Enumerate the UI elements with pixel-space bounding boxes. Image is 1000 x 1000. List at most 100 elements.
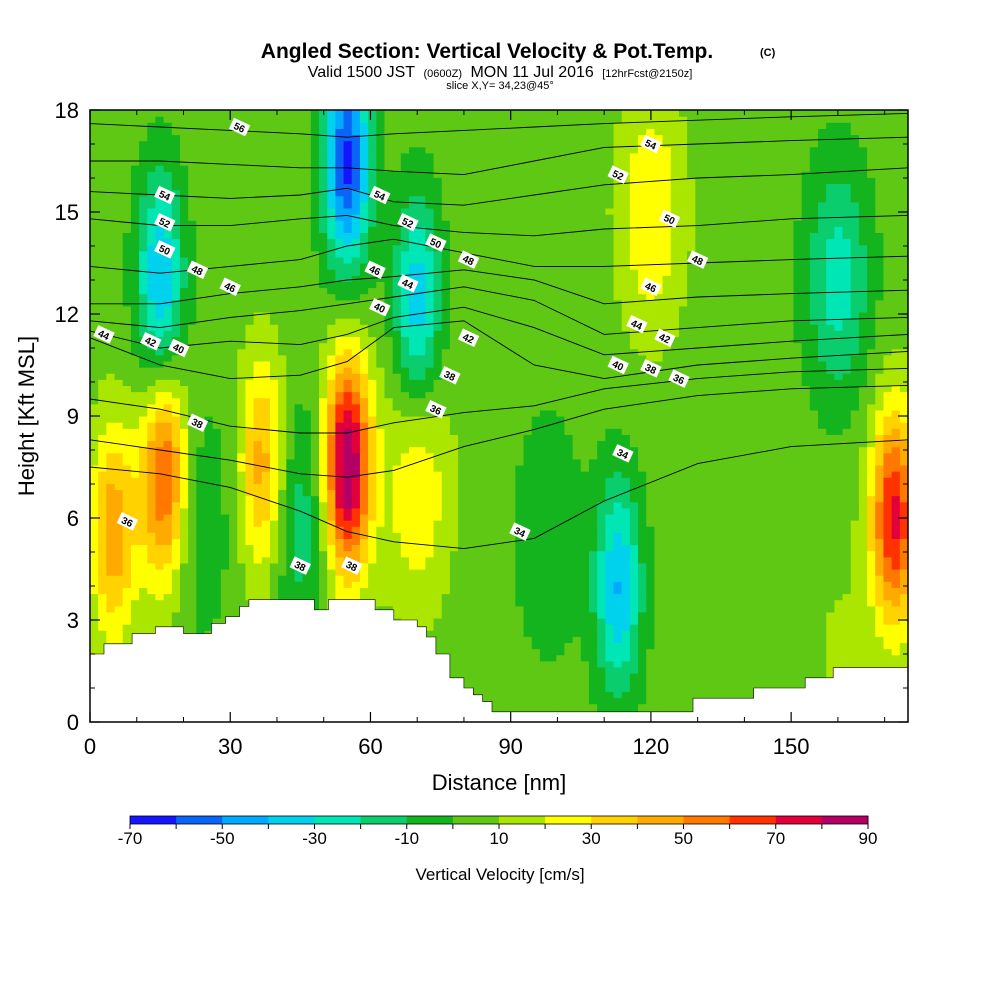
velocity-cell [98,207,107,215]
velocity-cell [458,238,467,246]
velocity-cell [474,171,484,178]
velocity-cell [310,495,320,503]
velocity-cell [384,483,394,491]
velocity-cell [269,293,279,301]
velocity-cell [179,379,189,386]
velocity-cell [204,318,214,325]
velocity-cell [368,428,377,435]
velocity-cell [466,324,476,331]
velocity-cell [392,483,402,491]
velocity-cell [458,624,467,631]
velocity-cell [400,189,410,197]
velocity-cell [294,520,304,527]
velocity-cell [147,477,157,484]
velocity-cell [409,324,418,331]
velocity-cell [392,134,402,142]
velocity-cell [417,354,426,362]
velocity-cell [327,256,336,264]
velocity-cell [204,152,214,160]
velocity-cell [359,207,369,215]
velocity-cell [253,532,263,539]
velocity-cell [335,446,345,454]
velocity-cell [237,575,247,582]
velocity-cell [335,287,345,295]
velocity-cell [376,569,386,576]
velocity-cell [441,507,451,515]
velocity-cell [229,434,238,442]
velocity-cell [474,379,484,386]
velocity-cell [114,471,124,478]
velocity-cell [106,226,116,233]
velocity-cell [269,526,279,533]
velocity-cell [310,532,320,539]
velocity-cell [474,599,484,607]
velocity-cell [466,171,476,178]
velocity-cell [392,416,402,423]
velocity-cell [220,299,230,307]
velocity-cell [130,287,140,295]
velocity-cell [171,299,181,307]
velocity-cell [302,299,312,307]
velocity-cell [294,207,304,215]
velocity-cell [98,214,107,221]
velocity-cell [376,367,386,374]
velocity-cell [245,207,255,215]
velocity-cell [188,256,197,264]
velocity-cell [220,617,230,625]
velocity-cell [212,409,222,417]
velocity-cell [253,256,263,264]
velocity-cell [335,550,345,558]
velocity-cell [229,256,238,264]
velocity-cell [376,507,386,515]
velocity-cell [139,489,148,497]
velocity-cell [392,263,402,270]
velocity-cell [482,428,492,435]
velocity-cell [155,409,165,417]
velocity-cell [278,336,287,344]
velocity-cell [155,489,165,497]
velocity-cell [384,587,394,595]
velocity-cell [335,373,345,380]
velocity-cell [139,397,148,405]
velocity-cell [139,544,148,552]
velocity-cell [114,409,124,417]
velocity-cell [425,520,435,527]
velocity-cell [368,513,377,521]
velocity-cell [425,624,435,631]
velocity-cell [482,562,492,570]
velocity-cell [98,624,107,631]
velocity-cell [220,244,230,252]
velocity-cell [261,403,271,411]
velocity-cell [188,275,197,282]
velocity-cell [302,379,312,386]
velocity-cell [294,305,304,313]
velocity-cell [294,158,304,166]
velocity-cell [302,452,312,460]
velocity-cell [237,452,247,460]
velocity-cell [302,556,312,564]
velocity-cell [466,354,476,362]
velocity-cell [335,501,345,509]
velocity-cell [384,275,394,282]
velocity-cell [474,520,484,527]
velocity-cell [466,642,476,650]
velocity-cell [237,477,247,484]
velocity-cell [139,281,148,289]
velocity-cell [351,354,361,362]
velocity-cell [384,158,394,166]
velocity-cell [335,232,345,240]
velocity-cell [253,140,263,148]
velocity-cell [310,507,320,515]
velocity-cell [147,128,157,136]
velocity-cell [122,330,132,338]
velocity-cell [147,575,157,582]
velocity-cell [359,183,369,191]
velocity-cell [245,336,255,344]
velocity-cell [171,256,181,264]
velocity-cell [237,520,247,527]
velocity-cell [220,379,230,386]
velocity-cell [122,140,132,148]
velocity-cell [400,446,410,454]
velocity-cell [114,624,124,631]
velocity-cell [368,256,377,264]
